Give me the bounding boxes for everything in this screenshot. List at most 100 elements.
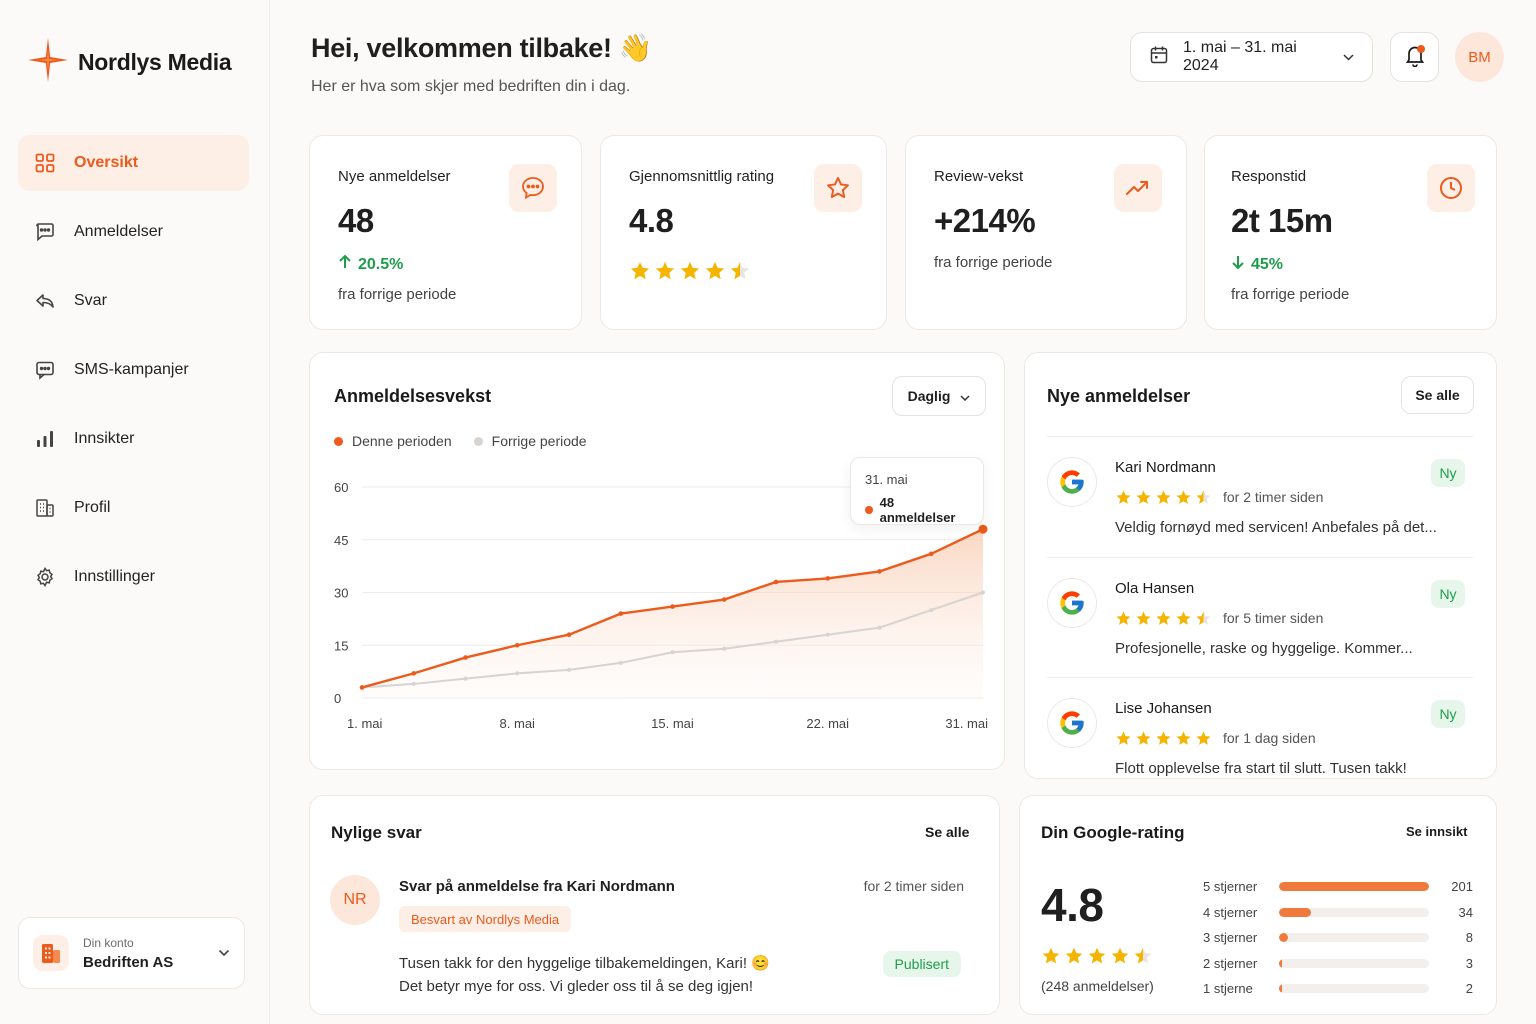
section-title: Anmeldelsesvekst xyxy=(334,386,492,406)
data-point-current xyxy=(877,569,882,574)
reply-title[interactable]: Svar på anmeldelse fra Kari Nordmann xyxy=(399,878,675,895)
sidebar-item-label: Oversikt xyxy=(74,154,139,171)
sidebar-item-sms-kampanjer[interactable]: SMS-kampanjer xyxy=(18,342,249,398)
rating-distribution-row: 4 stjerner 34 xyxy=(1203,900,1473,926)
legend-label: Forrige periode xyxy=(491,433,587,449)
google-rating-stars xyxy=(1041,946,1153,971)
data-point-current xyxy=(670,604,675,609)
star-icon xyxy=(629,260,651,287)
kpi-value: +214% xyxy=(934,202,1036,239)
sidebar-item-anmeldelser[interactable]: Anmeldelser xyxy=(18,204,249,260)
sidebar-item-profil[interactable]: Profil xyxy=(18,480,249,536)
star-icon xyxy=(1087,946,1107,971)
grid-icon xyxy=(34,152,56,174)
arrow-down-icon xyxy=(1231,254,1245,275)
rating-distribution-row: 5 stjerner 201 xyxy=(1203,874,1473,900)
data-point-previous xyxy=(825,632,830,637)
data-point-current xyxy=(928,551,934,557)
data-point-previous xyxy=(877,625,882,630)
star-icon xyxy=(1135,730,1152,752)
notifications-button[interactable] xyxy=(1390,32,1439,82)
rating-distribution-row: 3 stjerner 8 xyxy=(1203,925,1473,951)
see-all-reviews-button[interactable]: Se alle xyxy=(1401,376,1474,414)
sidebar-item-label: Innsikter xyxy=(74,430,135,447)
sidebar-item-oversikt[interactable]: Oversikt xyxy=(18,135,249,191)
distribution-label: 2 stjerner xyxy=(1203,955,1258,971)
chevron-down-icon xyxy=(1343,48,1354,66)
review-stars xyxy=(1115,610,1212,632)
kpi-card-new-reviews: Nye anmeldelser 48 20.5% fra forrige per… xyxy=(309,135,582,330)
distribution-label: 4 stjerner xyxy=(1203,904,1258,920)
review-text: Profesjonelle, raske og hyggelige. Komme… xyxy=(1115,640,1413,657)
brand[interactable]: Nordlys Media xyxy=(26,36,232,89)
sidebar-item-label: Anmeldelser xyxy=(74,223,163,240)
see-all-replies-link[interactable]: Se alle xyxy=(925,824,970,840)
date-range-picker[interactable]: 1. mai – 31. mai 2024 xyxy=(1130,32,1373,82)
review-item[interactable]: Lise Johansen for 1 dag siden Flott oppl… xyxy=(1047,677,1473,778)
bar-chart-icon xyxy=(34,428,56,450)
divider xyxy=(1047,436,1473,437)
kpi-title: Responstid xyxy=(1231,168,1307,185)
y-tick-label: 30 xyxy=(334,586,348,601)
recent-replies-card: Nylige svar Se alle NR Svar på anmeldels… xyxy=(309,795,1000,1015)
sidebar-item-label: Innstillinger xyxy=(74,568,155,585)
google-rating-card: Din Google-rating Se innsikt 4.8 (248 an… xyxy=(1019,795,1497,1015)
y-tick-label: 0 xyxy=(334,691,341,706)
star-icon xyxy=(704,260,726,287)
see-insights-link[interactable]: Se innsikt xyxy=(1406,824,1468,839)
distribution-bar-fill xyxy=(1279,958,1282,968)
series-area xyxy=(362,529,983,698)
google-rating-count: (248 anmeldelser) xyxy=(1041,978,1154,994)
review-author: Lise Johansen xyxy=(1115,700,1212,717)
star-icon xyxy=(1175,610,1192,632)
date-range-label: 1. mai – 31. mai 2024 xyxy=(1183,39,1297,74)
logo-icon xyxy=(26,36,70,89)
sidebar-item-label: Profil xyxy=(74,499,111,516)
sidebar-item-innsikter[interactable]: Innsikter xyxy=(18,411,249,467)
kpi-card-review-growth: Review-vekst +214% fra forrige periode xyxy=(905,135,1187,330)
data-point-current xyxy=(566,632,572,637)
kpi-note: fra forrige periode xyxy=(1231,286,1350,303)
distribution-label: 3 stjerner xyxy=(1203,930,1258,946)
data-point-previous xyxy=(411,681,416,686)
legend-item: Forrige periode xyxy=(473,433,587,449)
period-select[interactable]: Daglig xyxy=(892,376,986,416)
star-icon xyxy=(1195,489,1212,511)
data-point-current xyxy=(359,685,365,690)
legend-item: Denne perioden xyxy=(334,433,452,449)
data-point-previous xyxy=(463,676,468,681)
data-point-previous xyxy=(929,608,934,613)
account-switcher[interactable]: Din konto Bedriften AS xyxy=(18,917,245,989)
chart-legend: Denne perioden Forrige periode xyxy=(334,433,587,449)
star-icon xyxy=(1135,610,1152,632)
page-subtitle: Her er hva som skjer med bedriften din i… xyxy=(311,78,631,95)
avatar[interactable]: BM xyxy=(1455,32,1504,82)
y-tick-label: 45 xyxy=(334,533,348,548)
distribution-count: 3 xyxy=(1465,955,1473,971)
x-tick-label: 31. mai xyxy=(945,716,988,731)
x-tick-label: 15. mai xyxy=(651,716,694,731)
y-tick-label: 60 xyxy=(334,480,348,495)
star-icon xyxy=(679,260,701,287)
sms-icon xyxy=(34,359,56,381)
reply-time: for 2 timer siden xyxy=(863,878,964,894)
kpi-note: fra forrige periode xyxy=(934,254,1053,271)
calendar-icon xyxy=(1149,45,1169,70)
kpi-delta-value: 20.5% xyxy=(358,255,404,273)
arrow-up-icon xyxy=(338,254,352,275)
sidebar-item-innstillinger[interactable]: Innstillinger xyxy=(18,549,249,605)
x-tick-label: 22. mai xyxy=(806,716,849,731)
distribution-label: 5 stjerner xyxy=(1203,879,1258,895)
star-icon xyxy=(1115,730,1132,752)
data-point-current xyxy=(463,655,468,660)
data-point-current xyxy=(618,611,624,616)
review-item[interactable]: Ola Hansen for 5 timer siden Profesjonel… xyxy=(1047,557,1473,677)
review-item[interactable]: Kari Nordmann for 2 timer siden Veldig f… xyxy=(1047,437,1473,557)
account-info: Din konto Bedriften AS xyxy=(83,936,173,971)
sidebar-item-svar[interactable]: Svar xyxy=(18,273,249,329)
y-tick-label: 15 xyxy=(334,638,348,653)
kpi-delta-value: 45% xyxy=(1251,255,1284,273)
status-badge: Publisert xyxy=(882,951,961,977)
reply-text: Tusen takk for den hyggelige tilbakemeld… xyxy=(399,952,770,998)
kpi-card-response-time: Responstid 2t 15m 45% fra forrige period… xyxy=(1204,135,1497,330)
